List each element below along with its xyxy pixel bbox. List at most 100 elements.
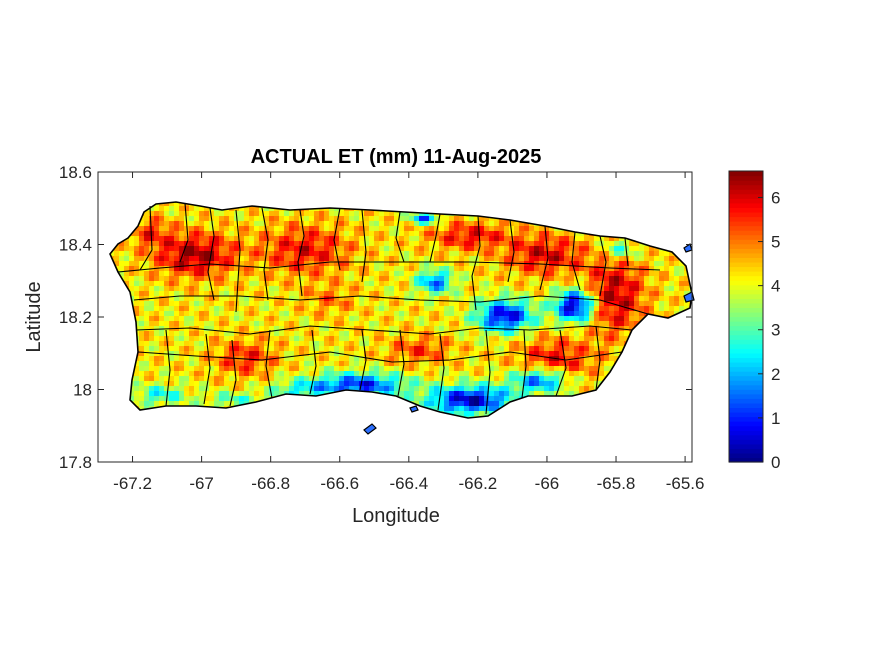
et-cell xyxy=(559,391,565,397)
et-cell xyxy=(294,306,300,312)
et-cell xyxy=(669,301,675,307)
et-cell xyxy=(554,236,560,242)
et-cell xyxy=(154,216,160,222)
et-cell xyxy=(349,376,355,382)
et-cell xyxy=(694,326,699,331)
et-cell xyxy=(529,321,535,327)
et-cell xyxy=(314,371,320,377)
et-cell xyxy=(229,366,235,372)
et-cell xyxy=(384,221,390,227)
et-cell xyxy=(484,296,490,302)
et-cell xyxy=(354,301,360,307)
et-cell xyxy=(279,271,285,277)
et-cell xyxy=(364,251,370,257)
et-cell xyxy=(679,306,685,312)
et-cell xyxy=(589,371,595,377)
et-cell xyxy=(334,231,340,237)
et-cell xyxy=(264,256,270,262)
et-cell xyxy=(209,266,215,272)
et-cell xyxy=(389,386,395,392)
et-cell xyxy=(404,211,410,217)
et-cell xyxy=(244,311,250,317)
et-cell xyxy=(354,351,360,357)
et-cell xyxy=(169,271,175,277)
et-cell xyxy=(279,326,285,332)
et-cell xyxy=(519,361,525,367)
et-cell xyxy=(349,371,355,377)
et-cell xyxy=(594,251,600,257)
et-cell xyxy=(694,256,699,261)
et-cell xyxy=(694,311,699,316)
et-cell xyxy=(379,326,385,332)
et-cell xyxy=(534,311,540,317)
et-cell xyxy=(199,271,205,277)
et-cell xyxy=(144,316,150,322)
et-cell xyxy=(584,301,590,307)
et-cell xyxy=(164,226,170,232)
et-cell xyxy=(524,301,530,307)
et-cell xyxy=(409,236,415,242)
et-cell xyxy=(494,361,500,367)
et-cell xyxy=(529,386,535,392)
et-cell xyxy=(154,246,160,252)
et-cell xyxy=(574,326,580,332)
et-cell xyxy=(204,351,210,357)
et-cell xyxy=(569,306,575,312)
et-cell xyxy=(464,291,470,297)
et-cell xyxy=(244,216,250,222)
et-cell xyxy=(454,366,460,372)
et-cell xyxy=(329,306,335,312)
et-cell xyxy=(434,266,440,272)
et-cell xyxy=(404,371,410,377)
et-cell xyxy=(269,286,275,292)
et-cell xyxy=(139,381,145,387)
et-cell xyxy=(334,361,340,367)
et-cell xyxy=(559,291,565,297)
et-cell xyxy=(374,226,380,232)
et-cell xyxy=(314,256,320,262)
et-cell xyxy=(619,311,625,317)
et-cell xyxy=(299,341,305,347)
et-cell xyxy=(429,356,435,362)
et-cell xyxy=(144,336,150,342)
et-cell xyxy=(194,231,200,237)
et-cell xyxy=(489,276,495,282)
et-cell xyxy=(194,226,200,232)
et-cell xyxy=(454,381,460,387)
et-cell xyxy=(484,366,490,372)
et-cell xyxy=(269,301,275,307)
et-cell xyxy=(449,311,455,317)
et-cell xyxy=(249,381,255,387)
et-cell xyxy=(269,366,275,372)
et-cell xyxy=(594,236,600,242)
et-cell xyxy=(359,311,365,317)
et-cell xyxy=(579,376,585,382)
et-cell xyxy=(439,396,445,402)
et-cell xyxy=(429,346,435,352)
et-cell xyxy=(549,301,555,307)
et-cell xyxy=(354,306,360,312)
et-cell xyxy=(314,271,320,277)
et-cell xyxy=(409,361,415,367)
et-cell xyxy=(344,211,350,217)
et-cell xyxy=(199,311,205,317)
et-cell xyxy=(264,311,270,317)
et-cell xyxy=(379,331,385,337)
et-cell xyxy=(579,306,585,312)
et-cell xyxy=(674,266,680,272)
et-cell xyxy=(139,231,145,237)
et-cell xyxy=(444,391,450,397)
et-cell xyxy=(249,326,255,332)
et-cell xyxy=(474,236,480,242)
et-cell xyxy=(339,376,345,382)
et-cell xyxy=(304,346,310,352)
et-cell xyxy=(184,326,190,332)
et-cell xyxy=(559,281,565,287)
et-cell xyxy=(669,286,675,292)
et-cell xyxy=(369,231,375,237)
et-cell xyxy=(509,286,515,292)
et-cell xyxy=(614,336,620,342)
et-cell xyxy=(234,351,240,357)
et-cell xyxy=(254,336,260,342)
et-cell xyxy=(159,221,165,227)
